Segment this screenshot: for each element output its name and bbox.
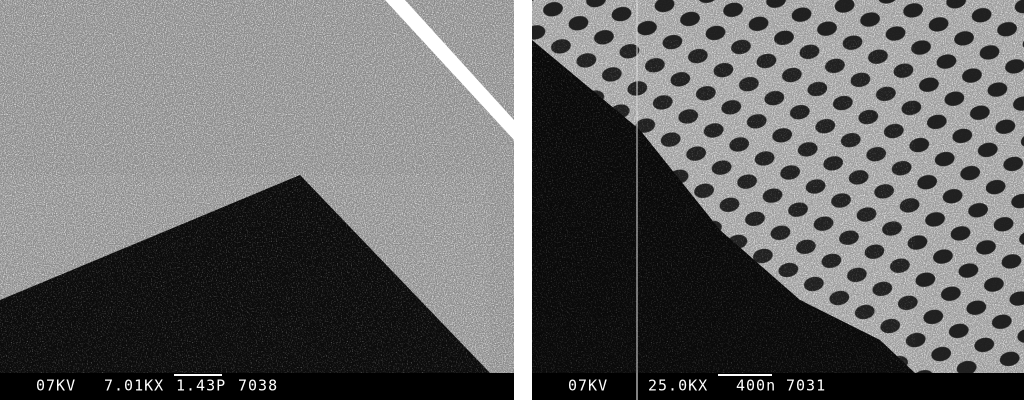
caption-voltage: 07KV <box>36 377 76 395</box>
sem-images: 07KV 7.01KX 1.43P 7038 07KV 25.0KX 400n … <box>0 0 1024 400</box>
caption-scale: 400n <box>736 377 776 395</box>
right-image <box>532 0 1024 373</box>
caption-id: 7031 <box>786 377 826 395</box>
page: 07KV 7.01KX 1.43P 7038 07KV 25.0KX 400n … <box>0 0 1024 400</box>
left-image <box>0 0 514 373</box>
caption-magnification: 7.01KX <box>104 377 164 395</box>
caption-id: 7038 <box>238 377 278 395</box>
caption-scale: 1.43P <box>176 377 226 395</box>
caption-magnification: 25.0KX <box>648 377 708 395</box>
caption-voltage: 07KV <box>568 377 608 395</box>
